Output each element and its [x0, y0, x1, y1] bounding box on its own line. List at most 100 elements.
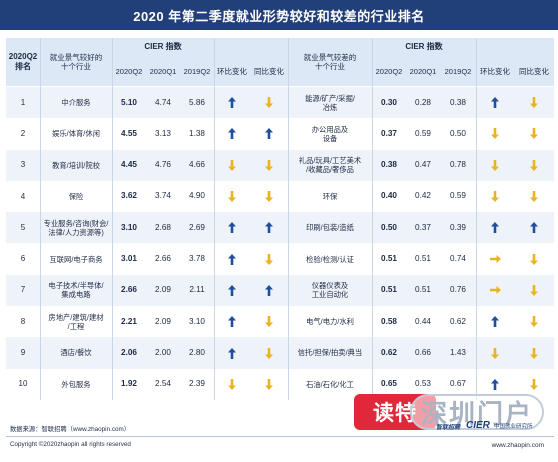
- rank-cell: 6: [20, 254, 26, 264]
- header-qoq-left: 环比变化: [217, 67, 247, 77]
- copyright-text: Copyright ©2020zhaopin all rights reserv…: [10, 441, 131, 448]
- column-divider: [476, 38, 477, 400]
- arrow-right-icon: [476, 244, 514, 275]
- arrow-down-icon: [514, 369, 554, 400]
- header-qoq-right: 环比变化: [480, 67, 510, 77]
- arrow-up-icon: [476, 87, 514, 118]
- header-yoy-right: 同比变化: [519, 67, 549, 77]
- bad-2019q2-value: 0.39: [450, 222, 466, 232]
- bad-2019q2-value: 0.67: [450, 379, 466, 389]
- bad-industry-name: 仪器仪表及 工业自动化: [311, 281, 349, 300]
- good-2020q1-value: 2.54: [155, 379, 171, 389]
- good-2020q1-value: 4.74: [155, 97, 171, 107]
- table-header: [6, 38, 554, 86]
- good-industry-name: 电子技术/半导体/ 集成电路: [48, 281, 104, 300]
- cier-logo: CIER: [466, 420, 490, 431]
- rank-cell: 10: [18, 379, 28, 389]
- arrow-up-icon: [214, 306, 250, 337]
- arrow-down-icon: [514, 87, 554, 118]
- bad-2019q2-value: 0.59: [450, 191, 466, 201]
- bad-2020q2-value: 0.58: [381, 316, 397, 326]
- bad-2019q2-value: 0.78: [450, 160, 466, 170]
- good-industry-name: 娱乐/体育/休闲: [52, 129, 100, 139]
- arrow-down-icon: [250, 87, 288, 118]
- good-industry-name: 中介服务: [61, 98, 91, 108]
- table-row: 2 娱乐/体育/休闲 4.55 3.13 1.38 办公用品及 设备 0.37 0.59 0.5…: [6, 118, 554, 149]
- bad-2020q1-value: 0.28: [415, 97, 431, 107]
- arrow-up-icon: [214, 212, 250, 243]
- column-divider: [214, 38, 215, 400]
- header-cier-index-right: CIER 指数: [405, 42, 443, 51]
- good-2019q2-value: 5.86: [189, 97, 205, 107]
- bad-2020q1-value: 0.51: [415, 285, 431, 295]
- good-2020q2-value: 4.45: [121, 160, 137, 170]
- good-industry-name: 保险: [68, 191, 84, 201]
- arrow-down-icon: [214, 181, 250, 212]
- bad-2020q2-value: 0.40: [381, 191, 397, 201]
- header-2020q2-right: 2020Q2: [375, 67, 403, 77]
- good-2020q2-value: 3.10: [121, 222, 137, 232]
- bad-industry-name: 印刷/包装/造纸: [306, 223, 354, 233]
- bad-industry-name: 检验/检测/认证: [306, 254, 354, 264]
- bad-2019q2-value: 0.50: [450, 128, 466, 138]
- good-2020q2-value: 3.62: [121, 191, 137, 201]
- rank-cell: 1: [20, 97, 26, 107]
- bad-2020q1-value: 0.47: [415, 160, 431, 170]
- good-industry-name: 互联网/电子商务: [49, 254, 103, 264]
- good-2019q2-value: 4.66: [189, 160, 205, 170]
- good-2020q2-value: 2.06: [121, 347, 137, 357]
- header-2019q2-left: 2019Q2: [183, 67, 211, 77]
- arrow-up-icon: [214, 337, 250, 368]
- bad-industry-name: 信托/担保/拍卖/典当: [297, 348, 363, 358]
- arrow-down-icon: [214, 369, 250, 400]
- bad-2020q1-value: 0.42: [415, 191, 431, 201]
- arrow-down-icon: [476, 118, 514, 149]
- bad-2020q1-value: 0.37: [415, 222, 431, 232]
- bad-2020q2-value: 0.37: [381, 128, 397, 138]
- arrow-right-icon: [476, 275, 514, 306]
- good-2020q2-value: 2.66: [121, 285, 137, 295]
- arrow-down-icon: [250, 181, 288, 212]
- arrow-down-icon: [250, 150, 288, 181]
- good-industry-name: 房地产/建筑/建材 /工程: [48, 312, 104, 331]
- good-2020q2-value: 5.10: [121, 97, 137, 107]
- arrow-up-icon: [476, 306, 514, 337]
- rank-cell: 7: [20, 285, 26, 295]
- rank-cell: 4: [20, 191, 26, 201]
- arrow-up-icon: [476, 212, 514, 243]
- table-row: 1 中介服务 5.10 4.74 5.86 能源/矿产/采掘/ 冶炼 0.30 0.28 0.3…: [6, 87, 554, 119]
- arrow-down-icon: [514, 181, 554, 212]
- arrow-down-icon: [250, 369, 288, 400]
- arrow-down-icon: [514, 275, 554, 306]
- arrow-down-icon: [514, 244, 554, 275]
- good-2020q2-value: 1.92: [121, 379, 137, 389]
- bad-industry-name: 环保: [322, 191, 338, 201]
- rank-cell: 8: [20, 316, 26, 326]
- arrow-up-icon: [214, 244, 250, 275]
- bad-industry-name: 石油/石化/化工: [306, 379, 354, 389]
- bad-industry-name: 办公用品及 设备: [311, 124, 349, 143]
- header-2019q2-right: 2019Q2: [444, 67, 472, 77]
- bad-2020q1-value: 0.66: [415, 347, 431, 357]
- arrow-down-icon: [214, 150, 250, 181]
- header-2020q1-right: 2020Q1: [409, 67, 437, 77]
- good-industry-name: 外包服务: [61, 379, 91, 389]
- column-divider: [40, 38, 41, 400]
- good-industry-name: 酒店/餐饮: [60, 348, 92, 358]
- arrow-down-icon: [250, 306, 288, 337]
- rank-cell: 2: [20, 128, 26, 138]
- good-2019q2-value: 2.69: [189, 222, 205, 232]
- good-2020q1-value: 2.66: [155, 254, 171, 264]
- bad-industry-name: 能源/矿产/采掘/ 冶炼: [305, 93, 355, 112]
- bad-2020q2-value: 0.50: [381, 222, 397, 232]
- good-2019q2-value: 2.39: [189, 379, 205, 389]
- bad-2020q2-value: 0.51: [381, 254, 397, 264]
- bad-industry-name: 礼品/玩具/工艺美术 /收藏品/奢侈品: [298, 156, 362, 175]
- bad-2020q2-value: 0.51: [381, 285, 397, 295]
- header-cier-index-left: CIER 指数: [144, 42, 182, 51]
- arrow-up-icon: [514, 212, 554, 243]
- header-2020q2-left: 2020Q2: [115, 67, 143, 77]
- arrow-down-icon: [514, 150, 554, 181]
- arrow-up-icon: [214, 118, 250, 149]
- bad-2020q2-value: 0.30: [381, 97, 397, 107]
